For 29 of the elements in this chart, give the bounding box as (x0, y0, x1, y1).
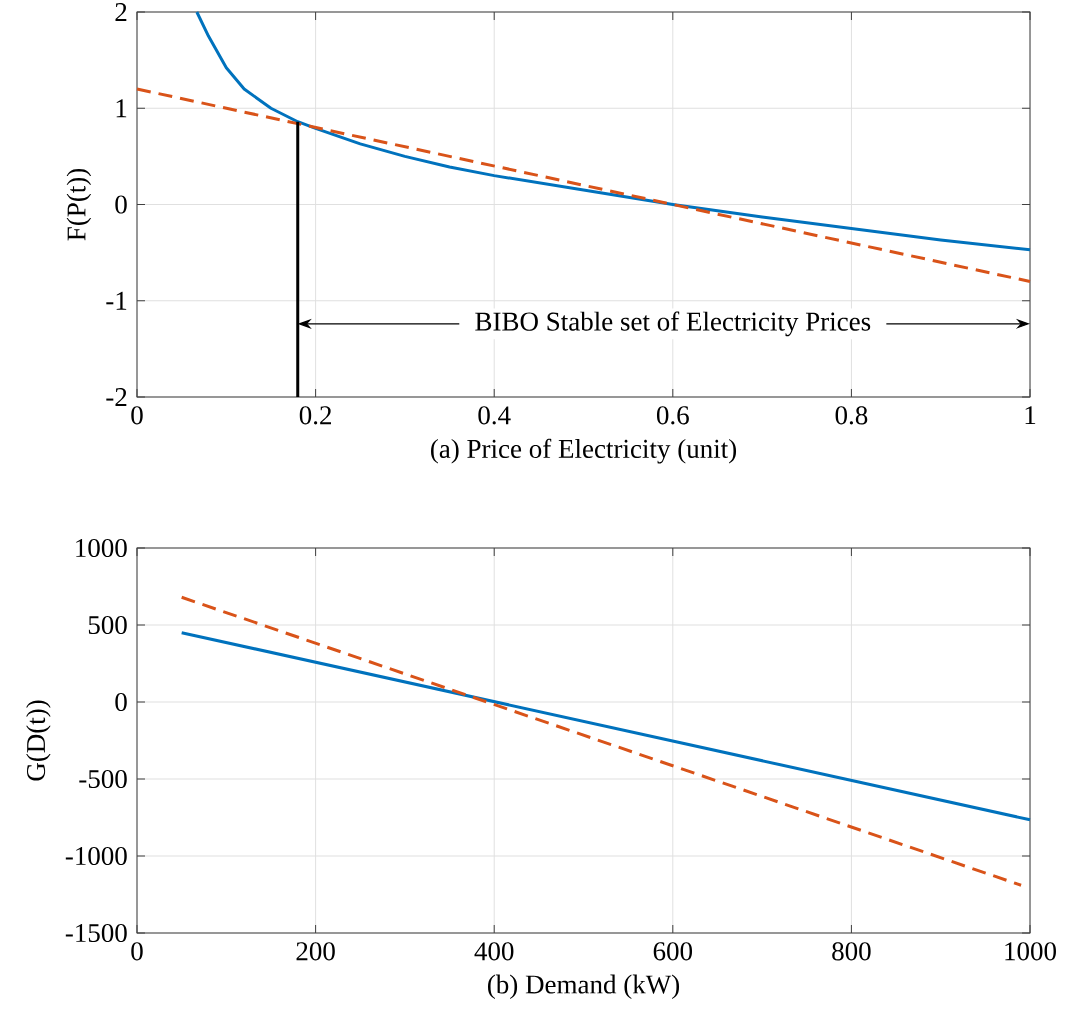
y-tick-label: 1000 (76, 538, 127, 558)
x-tick-label: 1 (1025, 406, 1036, 425)
x-tick-label: 0.4 (478, 406, 511, 425)
y-tick-label: 1 (116, 99, 127, 118)
y-tick-label: -500 (79, 769, 127, 789)
x-tick-label: 0 (131, 406, 143, 425)
x-tick-label: 0.8 (835, 406, 868, 425)
y-tick-label: 0 (115, 692, 127, 712)
y-tick-label: -1500 (65, 923, 127, 943)
x-tick-label: 800 (832, 942, 871, 961)
y-tick-label: 0 (115, 195, 127, 214)
x-tick-label: 400 (474, 942, 514, 961)
x-tick-label: 200 (296, 942, 335, 961)
y-tick-label: -1000 (65, 846, 127, 866)
annotation: BIBO Stable set of Electricity Prices (475, 311, 871, 337)
y-tick-label: -2 (106, 388, 127, 406)
line-series (195, 10, 1032, 252)
x-tick-label: 0.2 (299, 406, 331, 425)
y-tick-label: -1 (106, 291, 127, 310)
y-tick-label: 2 (115, 3, 127, 21)
y-axis-title: G(D(t)) (26, 700, 51, 781)
x-tick-label: 0.6 (656, 406, 689, 425)
x-axis-title: (b) Demand (kW) (487, 974, 680, 1000)
y-tick-label: 500 (88, 615, 127, 635)
x-tick-label: 1000 (1005, 942, 1056, 961)
y-axis-title: F(P(t)) (66, 168, 92, 241)
x-axis-title: (a) Price of Electricity (unit) (431, 438, 737, 464)
x-tick-label: 0 (131, 942, 143, 961)
x-tick-label: 600 (653, 942, 693, 961)
